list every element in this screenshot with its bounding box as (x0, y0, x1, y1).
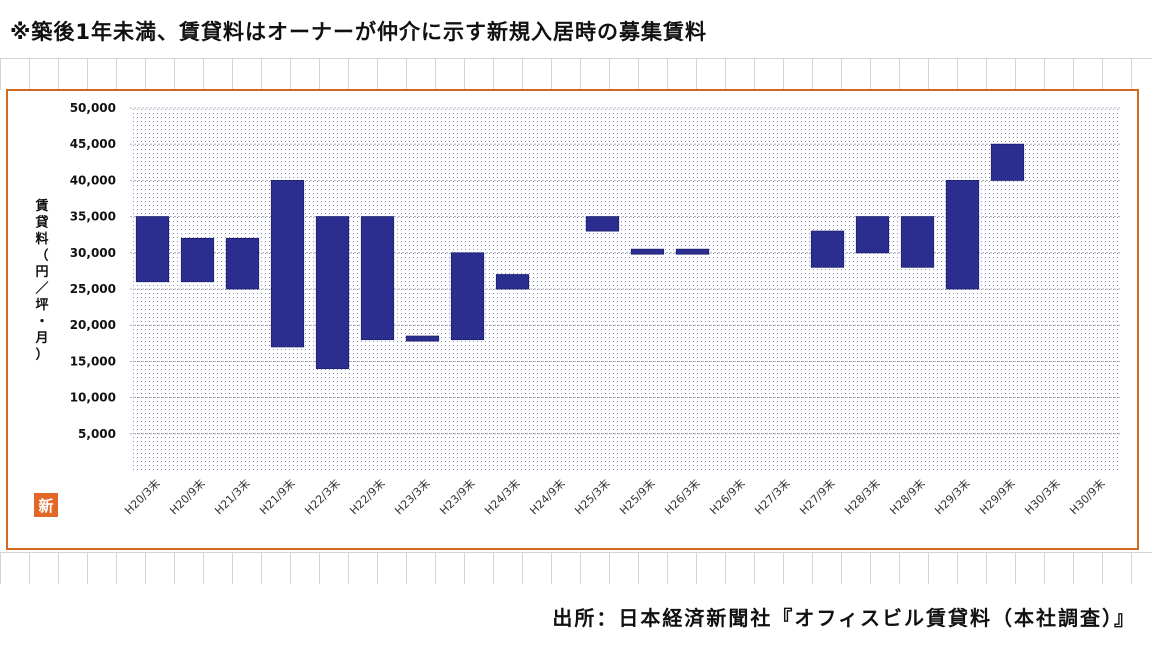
y-axis-label-char: 円 (35, 265, 48, 280)
header-note: ※築後1年未満、賃貸料はオーナーが仲介に示す新規入居時の募集賃料 (10, 20, 708, 44)
bar-H29/9末 (990, 143, 1025, 181)
y-axis-label-char: 坪 (35, 298, 48, 313)
x-tick-label: H28/3末 (842, 476, 883, 517)
bar-H25/9末 (630, 248, 665, 255)
grid-strip-top (0, 58, 1152, 90)
x-tick-label: H24/3末 (482, 476, 523, 517)
grid-strip-bottom (0, 552, 1152, 584)
y-tick-label: 40,000 (70, 173, 116, 187)
bar-H22/9末 (360, 216, 395, 341)
bar-H28/9末 (900, 216, 935, 268)
bar-H24/3末 (495, 274, 530, 290)
y-tick-label: 25,000 (70, 282, 116, 296)
x-tick-label: H20/3末 (122, 476, 163, 517)
y-tick-label: 30,000 (70, 246, 116, 260)
bar-H22/3末 (315, 216, 350, 370)
y-axis-tick-labels: 5,000 10,000 15,000 20,000 25,000 30,000 35,00… (70, 101, 116, 441)
bar-H26/3末 (675, 248, 710, 255)
bar-H21/9末 (270, 179, 305, 348)
x-tick-label: H26/9末 (707, 476, 748, 517)
bar-H20/9末 (180, 237, 215, 283)
y-tick-label: 5,000 (78, 427, 116, 441)
y-axis-label-char: 料 (35, 231, 48, 247)
y-axis-label-char: ） (35, 347, 48, 363)
x-tick-label: H20/9末 (167, 476, 208, 517)
y-tick-label: 35,000 (70, 210, 116, 224)
x-tick-label: H27/3末 (752, 476, 793, 517)
x-tick-label: H24/9末 (527, 476, 568, 517)
y-axis-label-char: ・ (35, 315, 48, 330)
bar-H20/3末 (135, 216, 170, 283)
bar-H23/9末 (450, 252, 485, 341)
bar-H28/3末 (855, 216, 890, 254)
source-note: 出所：日本経済新聞社『オフィスビル賃貸料（本社調査）』 (552, 606, 1136, 630)
y-axis-label-char: 月 (34, 331, 48, 346)
bar-H23/3末 (405, 335, 440, 342)
y-tick-label: 50,000 (70, 101, 116, 115)
x-tick-label: H27/9末 (797, 476, 838, 517)
x-tick-label: H21/9末 (257, 476, 298, 517)
y-axis-label-char: 賃 (34, 198, 48, 214)
bar-H21/3末 (225, 237, 260, 290)
x-tick-label: H25/9末 (617, 476, 658, 517)
y-tick-label: 45,000 (70, 137, 116, 151)
y-axis-label-char: ／ (35, 281, 48, 297)
x-tick-label: H29/3末 (932, 476, 973, 517)
bar-H29/3末 (945, 179, 980, 290)
bar-series (135, 143, 1025, 370)
x-tick-label: H25/3末 (572, 476, 613, 517)
y-axis-label-char: 貸 (35, 215, 48, 231)
x-tick-label: H28/9末 (887, 476, 928, 517)
y-tick-label: 15,000 (70, 354, 116, 368)
x-axis-tick-labels: H20/3末 H20/9末 H21/3末 H21/9末 H22/3末 H22/9末 H23/… (122, 476, 1108, 517)
bar-H27/9末 (810, 230, 845, 268)
y-axis-label-char: （ (35, 248, 48, 264)
x-tick-label: H21/3末 (212, 476, 253, 517)
x-tick-label: H22/9末 (347, 476, 388, 517)
y-axis-label: 賃貸料（円／坪・月） (34, 198, 48, 363)
y-tick-label: 10,000 (70, 391, 116, 405)
bar-H25/3末 (585, 216, 620, 232)
x-tick-label: H30/9末 (1067, 476, 1108, 517)
x-tick-label: H29/9末 (977, 476, 1018, 517)
x-tick-label: H23/3末 (392, 476, 433, 517)
newspaper-logo: 新 (34, 493, 58, 517)
x-tick-label: H26/3末 (662, 476, 703, 517)
x-tick-label: H22/3末 (302, 476, 343, 517)
x-tick-label: H23/9末 (437, 476, 478, 517)
y-tick-label: 20,000 (70, 318, 116, 332)
x-tick-label: H30/3末 (1022, 476, 1063, 517)
